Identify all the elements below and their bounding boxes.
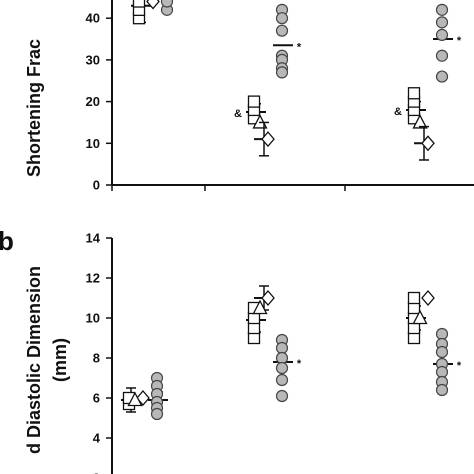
panel-a: 0 10 20 30 40 Shortening Frac & * & * xyxy=(24,0,474,193)
data-point-circle xyxy=(435,16,449,29)
data-point-circle xyxy=(275,24,289,37)
data-point-triangle xyxy=(252,299,268,315)
data-point-triangle xyxy=(412,114,428,129)
y-tick-label: 2 xyxy=(93,471,100,474)
y-tick-label: 10 xyxy=(86,311,100,326)
y-axis-label: Shortening Frac xyxy=(24,39,44,177)
data-point-triangle xyxy=(127,391,143,407)
data-point-diamond xyxy=(261,131,275,148)
data-point-circle xyxy=(435,383,449,397)
panel-b: 2 4 6 8 10 12 14 d Diastolic Dimension (mm) b * * xyxy=(0,226,462,474)
significance-mark: & xyxy=(234,108,242,120)
y-axis-unit: (mm) xyxy=(50,338,70,382)
y-tick-label: 14 xyxy=(86,231,101,246)
data-point-diamond xyxy=(421,290,435,306)
data-point-circle xyxy=(275,373,289,387)
data-point-circle xyxy=(435,70,449,83)
significance-mark: * xyxy=(297,358,302,370)
y-tick-label: 8 xyxy=(93,351,100,366)
data-point-circle xyxy=(435,28,449,41)
significance-mark: * xyxy=(457,360,462,372)
panel-label: b xyxy=(0,226,14,256)
data-point-diamond xyxy=(421,135,435,152)
y-tick-label: 12 xyxy=(86,271,100,286)
data-point-square xyxy=(407,291,421,305)
data-point-circle xyxy=(435,345,449,359)
y-tick-label: 4 xyxy=(93,431,101,446)
data-point-circle xyxy=(275,12,289,25)
significance-mark: & xyxy=(394,106,402,118)
data-point-square xyxy=(247,95,261,108)
data-point-circle xyxy=(275,351,289,365)
y-tick-label: 6 xyxy=(93,391,100,406)
y-axis-label: d Diastolic Dimension xyxy=(24,266,44,454)
y-tick-label: 30 xyxy=(86,52,100,67)
y-tick-label: 20 xyxy=(86,94,100,109)
data-point-circle xyxy=(435,365,449,379)
data-point-square xyxy=(132,0,146,8)
data-point-circle xyxy=(275,361,289,375)
data-point-circle xyxy=(275,66,289,79)
data-point-diamond xyxy=(261,290,275,306)
data-point-diamond xyxy=(146,0,160,10)
y-tick-label: 40 xyxy=(86,11,100,26)
data-point-circle xyxy=(435,327,449,341)
significance-mark: * xyxy=(297,41,302,53)
y-tick-label: 10 xyxy=(86,136,100,151)
y-tick-label: 0 xyxy=(93,178,100,193)
data-point-circle xyxy=(160,0,174,8)
data-point-circle xyxy=(150,407,164,421)
data-point-circle xyxy=(435,49,449,62)
data-point-circle xyxy=(275,341,289,355)
data-point-triangle xyxy=(412,309,428,325)
significance-mark: * xyxy=(457,35,462,47)
data-point-circle xyxy=(435,3,449,16)
data-point-square xyxy=(407,87,421,100)
data-point-circle xyxy=(275,389,289,403)
